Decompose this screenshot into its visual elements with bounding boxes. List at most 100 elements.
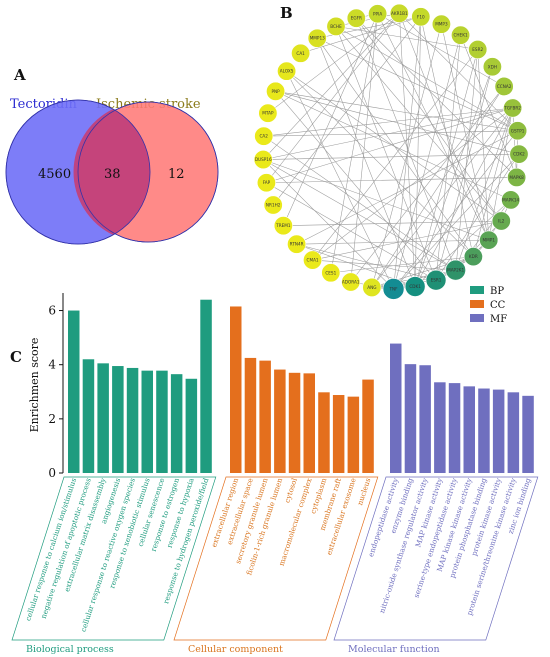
network-node: [482, 57, 502, 77]
network-node-label: ADORA1: [342, 280, 360, 285]
network-edge: [356, 18, 502, 222]
chart-group-frames: Biological process Cellular component Mole…: [11, 476, 539, 655]
network-node: [273, 216, 293, 236]
bar-cc: [303, 373, 315, 473]
network-node: [277, 61, 297, 81]
bar-mf: [434, 382, 446, 473]
panel-label-c: C: [10, 348, 22, 366]
bar-mf: [492, 389, 505, 473]
network-edge: [377, 13, 505, 87]
bar-bp: [68, 310, 80, 473]
network-node-label: XDH: [488, 64, 497, 69]
network-edge: [263, 159, 394, 290]
network-edge: [275, 91, 520, 155]
bar-bp: [200, 299, 212, 473]
network-edge: [286, 70, 474, 257]
network-node: [463, 247, 483, 267]
network-edge: [371, 279, 437, 288]
network-edge: [414, 49, 478, 287]
network-edge: [399, 13, 489, 241]
network-edge: [371, 24, 442, 288]
network-edge: [455, 49, 478, 271]
go-enrichment-chart: 0 2 4 6 Enrichmen score cellular response t…: [11, 286, 539, 655]
network-node: [341, 272, 361, 292]
network-node-label: MAPK8: [509, 175, 524, 180]
ppi-network: PPIA AKR1B1 F10 MMP3 CHEK1 ESR2 XDH CCNA2 TGFBR2…: [253, 3, 529, 300]
network-edge: [473, 107, 513, 257]
network-node: [303, 250, 323, 270]
network-node: [491, 211, 511, 231]
network-edge: [356, 18, 456, 271]
network-edge: [317, 37, 518, 132]
network-edge: [414, 107, 513, 287]
network-edge: [263, 107, 513, 137]
network-node-label: MMP3: [435, 22, 448, 27]
legend-swatch: [470, 286, 484, 294]
network-node-label: MTAP: [262, 111, 274, 116]
network-node-label: DUSP16: [255, 157, 272, 162]
bar-bp: [141, 370, 153, 473]
bar-cc: [332, 395, 345, 473]
bar-cc: [318, 392, 330, 473]
network-edge: [266, 177, 517, 184]
network-node: [501, 190, 521, 210]
group-frame: [11, 476, 217, 641]
bar-cc: [362, 379, 374, 473]
network-node: [451, 25, 471, 45]
bar-bp: [82, 359, 95, 473]
legend-swatch: [470, 300, 484, 308]
network-node-label: ANG: [367, 285, 376, 290]
network-nodes: PPIA AKR1B1 F10 MMP3 CHEK1 ESR2 XDH CCNA2 TGFBR2…: [253, 3, 529, 300]
bar-mf: [478, 388, 490, 473]
network-edge: [350, 86, 505, 283]
network-node-label: PPIA: [373, 11, 382, 16]
bar-bp: [170, 374, 183, 473]
network-node-label: GSTP1: [511, 128, 525, 133]
bar-mf: [522, 395, 534, 473]
network-node: [346, 8, 366, 28]
network-edge: [330, 256, 474, 274]
network-edge: [263, 13, 400, 160]
network-node: [509, 144, 529, 164]
network-edge: [350, 13, 378, 283]
network-node: [382, 278, 405, 300]
network-node-label: CMA1: [307, 258, 319, 263]
network-node: [326, 16, 346, 36]
chart-bars: [68, 299, 534, 473]
network-node: [508, 121, 528, 141]
bar-cc: [259, 360, 271, 473]
network-edge: [414, 16, 422, 287]
network-edge: [312, 259, 456, 271]
bar-cc: [347, 396, 360, 473]
network-node-label: BCHE: [330, 24, 342, 29]
group-label: Molecular function: [348, 644, 440, 655]
bar-cc: [274, 369, 286, 473]
venn-diagram: Tectoridin Ischemic stroke 4560 38 12: [5, 97, 219, 245]
y-tick-label: 6: [48, 304, 56, 318]
network-node: [411, 7, 431, 27]
network-edge: [267, 13, 400, 114]
network-edge: [399, 13, 416, 287]
network-edge: [296, 239, 489, 245]
group-label: Cellular component: [188, 644, 283, 655]
y-tick-label: 2: [48, 412, 56, 426]
network-edge: [272, 16, 422, 206]
network-edge: [312, 220, 502, 261]
network-node-label: ESR2: [472, 47, 483, 52]
network-node: [368, 4, 388, 24]
legend-entry: MF: [490, 314, 507, 325]
network-node: [494, 76, 514, 96]
bar-bp: [112, 366, 124, 473]
bar-cc: [244, 357, 257, 473]
network-node: [479, 230, 499, 250]
y-axis: 0 2 4 6: [48, 293, 64, 480]
bar-cc: [230, 306, 242, 473]
network-edge: [263, 159, 456, 271]
network-edge: [455, 107, 513, 271]
y-tick-label: 0: [48, 466, 56, 480]
network-edge: [393, 130, 518, 290]
network-edge: [371, 107, 513, 288]
bar-mf: [390, 343, 402, 473]
network-node-label: IL2: [498, 219, 505, 224]
network-node-label: MAPK14: [502, 197, 519, 202]
